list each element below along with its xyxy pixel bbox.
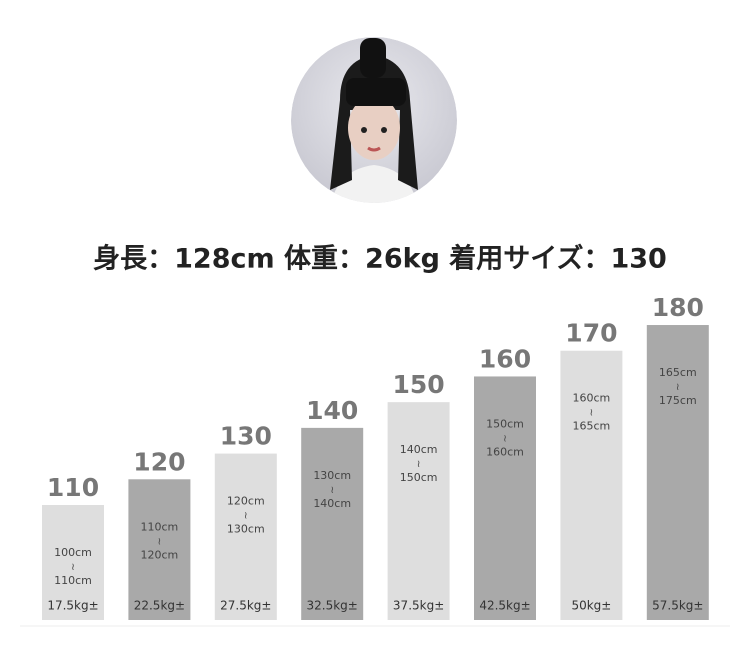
weight: 32.5kg± <box>307 599 358 613</box>
range-separator: ≀ <box>158 536 162 547</box>
size-label: 140 <box>306 396 358 425</box>
caption: 身長：128cm 体重：26kg 着用サイズ：130 <box>93 243 667 275</box>
bar <box>387 402 450 620</box>
range-separator: ≀ <box>71 562 75 573</box>
weight: 37.5kg± <box>393 599 444 613</box>
bar <box>646 325 709 620</box>
bar <box>128 479 191 620</box>
weight: 42.5kg± <box>479 599 530 613</box>
range-to: 150cm <box>400 471 438 484</box>
range-to: 165cm <box>573 420 611 433</box>
size-label: 160 <box>479 344 531 373</box>
bar <box>42 505 104 620</box>
size-label: 110 <box>47 473 99 502</box>
size-label: 170 <box>565 319 617 348</box>
bar <box>214 453 277 620</box>
range-separator: ≀ <box>676 382 680 393</box>
bar <box>301 427 364 620</box>
size-label: 180 <box>652 293 704 322</box>
range-from: 160cm <box>573 392 611 405</box>
weight: 22.5kg± <box>134 599 185 613</box>
range-from: 100cm <box>54 546 92 559</box>
range-to: 130cm <box>227 523 265 536</box>
size-label: 120 <box>133 447 185 476</box>
range-separator: ≀ <box>590 408 594 419</box>
range-separator: ≀ <box>417 459 421 470</box>
range-to: 140cm <box>313 497 351 510</box>
range-to: 120cm <box>141 548 179 561</box>
range-from: 130cm <box>313 469 351 482</box>
weight: 50kg± <box>571 599 611 613</box>
range-to: 160cm <box>486 445 524 458</box>
size-label: 130 <box>220 422 272 451</box>
range-to: 110cm <box>54 574 92 587</box>
model-photo <box>291 37 457 203</box>
range-from: 150cm <box>486 417 524 430</box>
range-separator: ≀ <box>503 433 507 444</box>
range-from: 140cm <box>400 443 438 456</box>
range-separator: ≀ <box>330 485 334 496</box>
range-from: 110cm <box>141 520 179 533</box>
bar <box>474 376 536 620</box>
weight: 27.5kg± <box>220 599 271 613</box>
range-from: 120cm <box>227 495 265 508</box>
range-separator: ≀ <box>244 511 248 522</box>
range-from: 165cm <box>659 366 697 379</box>
weight: 57.5kg± <box>652 599 703 613</box>
weight: 17.5kg± <box>47 599 98 613</box>
size-label: 150 <box>393 370 445 399</box>
range-to: 175cm <box>659 394 697 407</box>
bar <box>560 350 623 620</box>
